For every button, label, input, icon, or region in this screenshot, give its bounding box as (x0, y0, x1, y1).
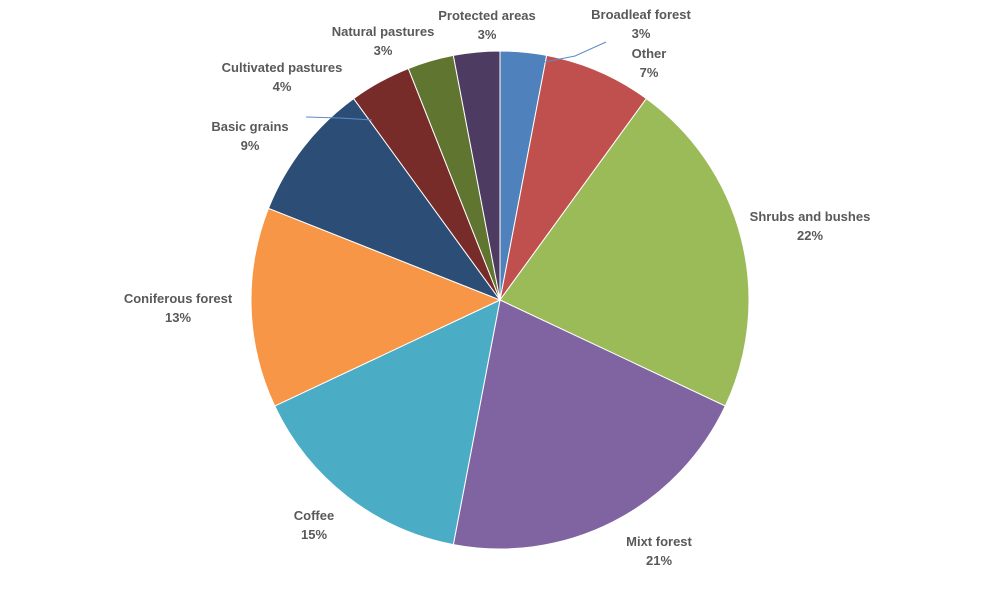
slice-label-natural-pastures: Natural pastures 3% (332, 24, 435, 58)
slice-label-shrubs-and-bushes: Shrubs and bushes 22% (750, 209, 871, 243)
pie-slice-coffee (274, 299, 501, 546)
slice-label-basic-grains: Basic grains 9% (211, 119, 288, 153)
leader-line-broadleaf-forest (544, 41, 607, 63)
slice-label-name: Coniferous forest (124, 291, 233, 306)
slice-label-name: Coffee (294, 508, 334, 523)
slice-label-value: 9% (241, 138, 260, 153)
pie-slice-coniferous-forest (250, 207, 502, 407)
slice-label-cultivated-pastures: Cultivated pastures 4% (222, 60, 343, 94)
slice-label-name: Mixt forest (626, 534, 692, 549)
slice-label-name: Shrubs and bushes (750, 209, 871, 224)
slice-label-value: 3% (478, 27, 497, 42)
slice-label-value: 22% (797, 228, 823, 243)
slice-label-name: Broadleaf forest (591, 7, 691, 22)
slice-label-name: Cultivated pastures (222, 60, 343, 75)
slice-label-broadleaf-forest: Broadleaf forest 3% (591, 7, 691, 41)
pie-slice-mixt-forest (452, 299, 726, 550)
pie-slice-protected-areas (452, 50, 501, 301)
slice-label-value: 3% (632, 26, 651, 41)
slice-label-other: Other 7% (632, 46, 667, 80)
leader-lines-layer (305, 41, 607, 121)
leader-line-basic-grains (305, 116, 373, 121)
slice-label-mixt-forest: Mixt forest 21% (626, 534, 692, 568)
pie-slice-other (499, 54, 648, 301)
slice-label-value: 4% (273, 79, 292, 94)
slice-label-value: 13% (165, 310, 191, 325)
slice-label-value: 15% (301, 527, 327, 542)
slice-label-name: Other (632, 46, 667, 61)
pie-slice-basic-grains (267, 97, 502, 302)
slice-label-coniferous-forest: Coniferous forest 13% (124, 291, 233, 325)
slice-label-name: Natural pastures (332, 24, 435, 39)
slice-label-coffee: Coffee 15% (294, 508, 334, 542)
slice-label-name: Protected areas (438, 8, 536, 23)
slice-label-value: 3% (374, 43, 393, 58)
slice-label-value: 21% (646, 553, 672, 568)
slice-label-protected-areas: Protected areas 3% (438, 8, 536, 42)
slices-layer (250, 50, 750, 550)
slice-label-value: 7% (640, 65, 659, 80)
labels-layer: Broadleaf forest 3% Other 7% Shrubs and bush… (124, 7, 870, 568)
slice-label-name: Basic grains (211, 119, 288, 134)
